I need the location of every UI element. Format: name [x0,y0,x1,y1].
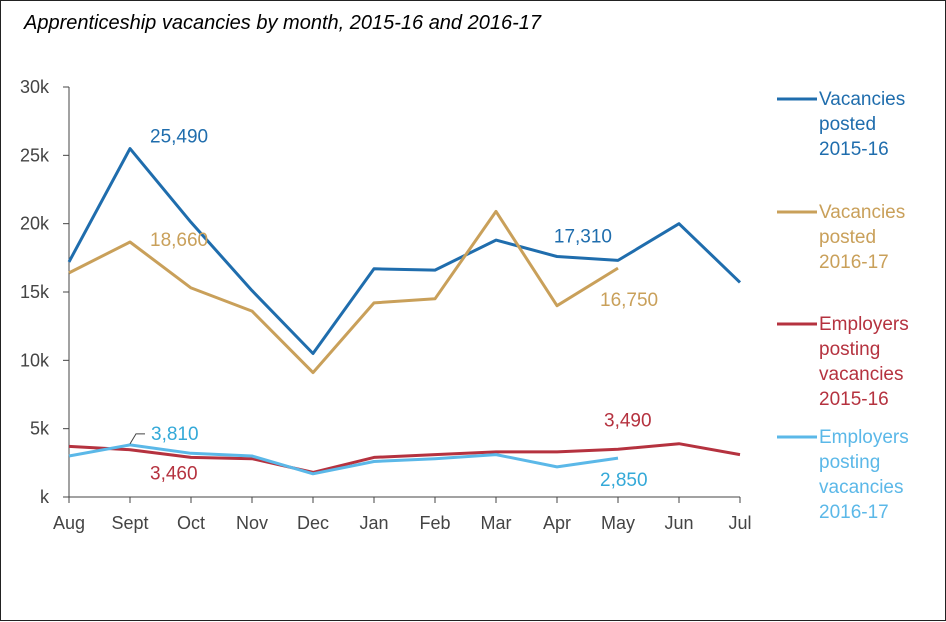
data-label: 3,810 [151,424,199,445]
y-tick-label: k [40,487,50,507]
y-tick-label: 10k [20,350,50,370]
data-label: 3,460 [150,464,198,485]
x-tick-label: Jun [664,513,693,533]
data-labels: 25,490 17,310 18,660 16,750 3,460 3,490 3,810 2… [129,127,658,491]
x-tick-label: Jan [359,513,388,533]
x-tick-label: Sept [111,513,148,533]
data-label: 18,660 [150,230,208,251]
legend-label: Vacancies [819,89,905,110]
data-label: 25,490 [150,127,208,148]
series-line-1 [67,147,742,355]
legend-label: vacancies [819,477,904,498]
data-label: 3,490 [604,410,652,431]
series-line-2 [68,209,619,375]
legend-label: 2016-17 [819,252,889,273]
legend-label: 2016-17 [819,502,889,523]
legend-label: Employers [819,427,909,448]
x-tick-label: Mar [481,513,512,533]
legend-label: Employers [819,314,909,335]
legend-label: posting [819,339,880,360]
y-tick-label: 20k [20,214,50,234]
x-tick-label: Jul [728,513,751,533]
data-label-leader [129,433,145,445]
x-tick-label: Oct [177,513,205,533]
legend-label: posted [819,227,876,248]
data-label: 16,750 [600,290,658,311]
x-tick-label: Aug [53,513,85,533]
legend-label: 2015-16 [819,389,889,410]
data-label: 17,310 [554,226,612,247]
legend-label: Vacancies [819,202,905,223]
x-tick-label: Dec [297,513,329,533]
y-tick-label: 30k [20,77,50,97]
y-tick-label: 25k [20,145,50,165]
x-tick-label: Nov [236,513,268,533]
series-line-3 [68,442,741,474]
legend-label: vacancies [819,364,904,385]
legend-label: posted [819,114,876,135]
legend-label: 2015-16 [819,139,889,160]
x-tick-label: Apr [543,513,571,533]
axes: k 5k 10k 15k 20k 25k 30k Aug Sept Oct Nov Dec Jan Feb… [20,77,752,533]
series-lines [67,147,742,476]
legend-label: posting [819,452,880,473]
chart-title: Apprenticeship vacancies by month, 2015-… [23,12,542,34]
data-label: 2,850 [600,470,648,491]
x-tick-label: May [601,513,635,533]
legend: Vacancies posted 2015-16 Vacancies posted 201… [777,89,909,523]
series-line-4 [68,443,619,476]
y-tick-label: 5k [30,419,50,439]
x-tick-label: Feb [419,513,450,533]
y-tick-label: 15k [20,282,50,302]
